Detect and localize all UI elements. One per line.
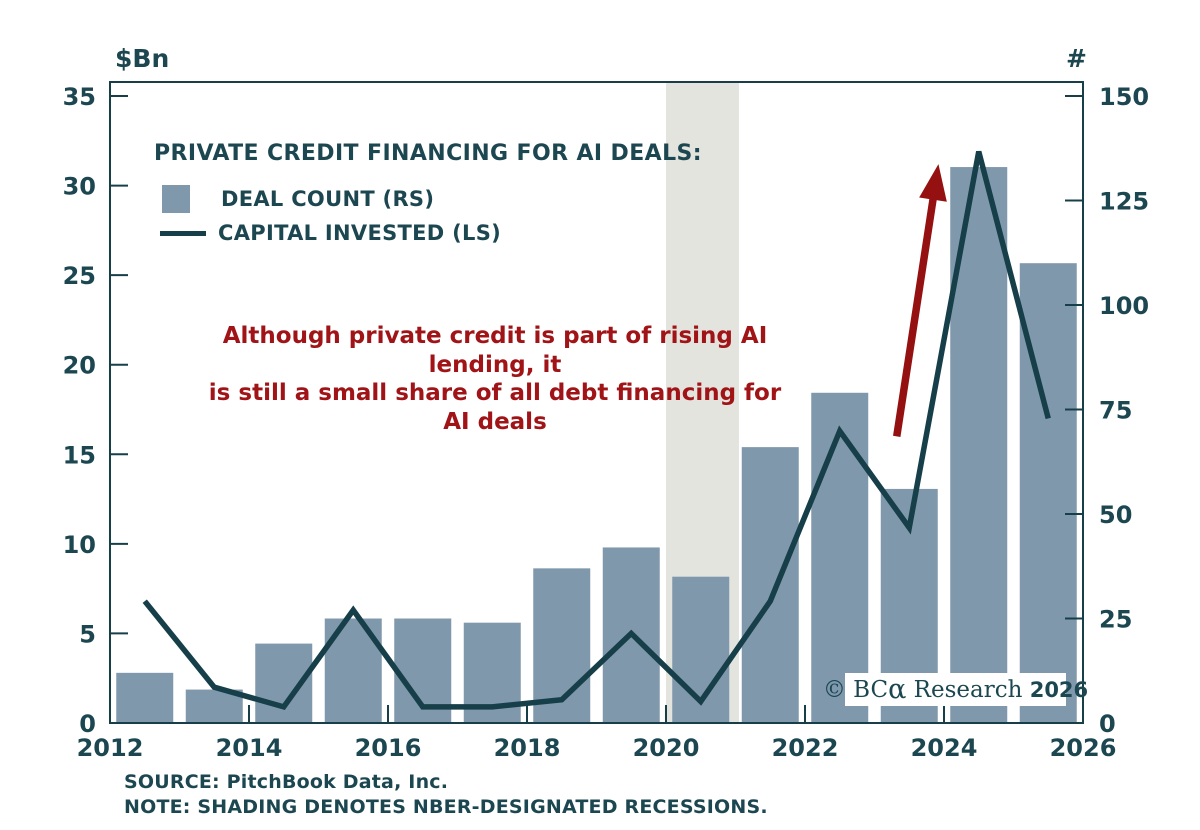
left-axis-tick-label: 15: [63, 441, 96, 469]
x-axis-tick-label: 2026: [1050, 734, 1117, 762]
bar-swatch-icon: [162, 185, 190, 213]
shading-note: NOTE: SHADING DENOTES NBER-DESIGNATED RE…: [124, 795, 768, 818]
right-axis-tick-label: 0: [1099, 710, 1116, 738]
x-axis-tick-label: 2024: [911, 734, 978, 762]
right-axis-tick-label: 50: [1099, 501, 1132, 529]
x-axis-tick-label: 2016: [355, 734, 422, 762]
left-axis-tick-label: 0: [79, 710, 96, 738]
x-axis-tick-label: 2022: [772, 734, 839, 762]
line-swatch-icon: [160, 230, 206, 236]
left-axis-unit-label: $Bn: [115, 44, 170, 73]
legend-item-deal-count: DEAL COUNT (RS): [162, 185, 434, 213]
plot-border: [109, 81, 1084, 724]
x-axis-tick-label: 2018: [494, 734, 561, 762]
annotation-line1: Although private credit is part of risin…: [222, 323, 768, 378]
x-axis-tick-label: 2020: [633, 734, 700, 762]
capital-invested-line: [142, 150, 1051, 711]
legend-label-capital-invested: CAPITAL INVESTED (LS): [218, 221, 502, 245]
source-note: SOURCE: PitchBook Data, Inc.: [124, 771, 449, 793]
legend-item-capital-invested: CAPITAL INVESTED (LS): [160, 221, 501, 245]
left-axis-tick-label: 10: [63, 531, 96, 559]
left-axis-tick-label: 25: [63, 262, 96, 290]
right-axis-unit-label: #: [1066, 44, 1087, 73]
watermark-prefix: © BC: [822, 676, 889, 703]
x-axis-tick-label: 2012: [77, 734, 144, 762]
right-axis-tick-label: 75: [1099, 397, 1132, 425]
surge-arrow-shaft: [893, 193, 938, 437]
watermark-middle: Research: [906, 676, 1030, 703]
watermark-year: 2026: [1029, 677, 1089, 702]
chart-title: PRIVATE CREDIT FINANCING FOR AI DEALS:: [154, 141, 702, 166]
footer-notes: SOURCE: PitchBook Data, Inc. NOTE: SHADI…: [124, 770, 768, 819]
left-axis-tick-label: 20: [63, 352, 96, 380]
deal-count-bar-2021: [741, 447, 799, 723]
surge-arrow-head: [919, 164, 947, 202]
x-axis-tick-label: 2014: [216, 734, 283, 762]
left-axis-tick-label: 30: [63, 173, 96, 201]
right-axis-tick-label: 100: [1099, 292, 1149, 320]
watermark-alpha-glyph: α: [888, 674, 907, 705]
right-axis-tick-label: 125: [1099, 188, 1149, 216]
right-axis-tick-label: 150: [1099, 83, 1149, 111]
legend-label-deal-count: DEAL COUNT (RS): [221, 187, 435, 211]
watermark: © BC α Research 2026: [823, 673, 1088, 706]
deal-count-bar-2012: [116, 672, 174, 723]
annotation-line2: is still a small share of all debt finan…: [208, 380, 782, 435]
deal-count-bar-2022: [811, 392, 869, 723]
left-axis-tick-label: 35: [63, 83, 96, 111]
right-axis-tick-label: 25: [1099, 606, 1132, 634]
annotation-text: Although private credit is part of risin…: [195, 322, 795, 436]
left-axis-tick-label: 5: [79, 620, 96, 648]
